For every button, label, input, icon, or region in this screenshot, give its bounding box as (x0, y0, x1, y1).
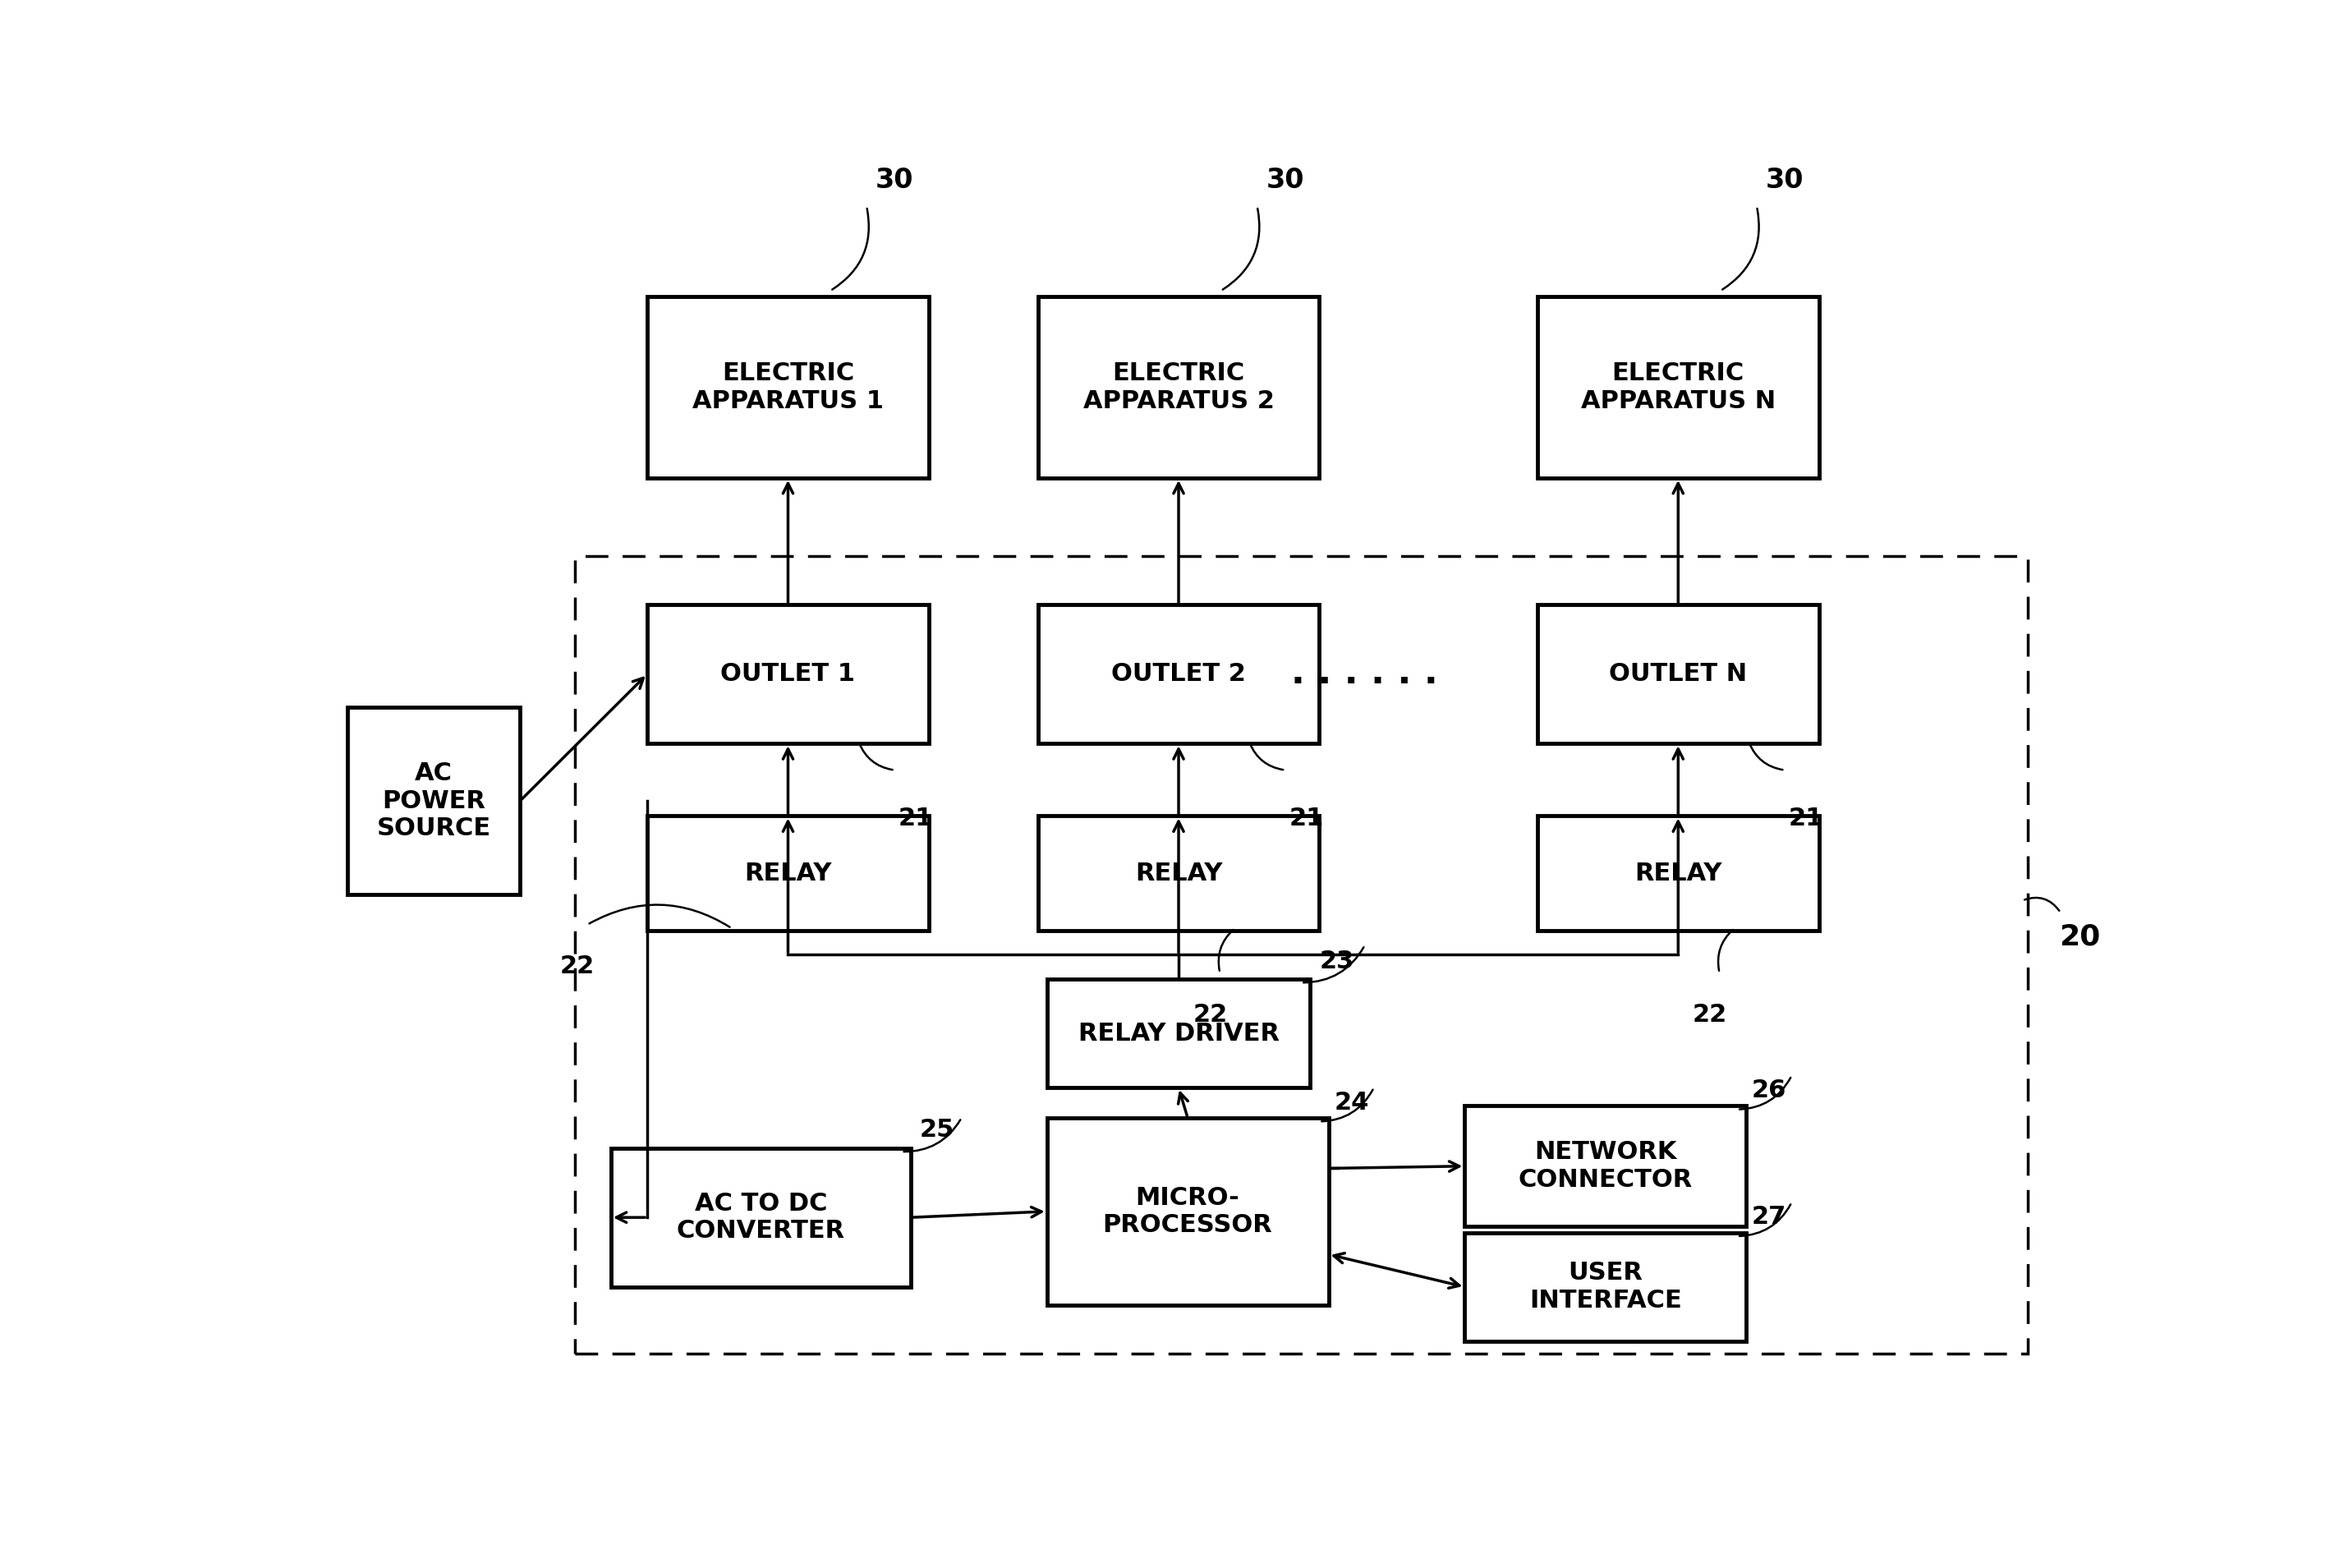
Text: OUTLET N: OUTLET N (1608, 662, 1746, 687)
Text: OUTLET 1: OUTLET 1 (720, 662, 856, 687)
FancyBboxPatch shape (1038, 815, 1320, 931)
FancyBboxPatch shape (1048, 1118, 1329, 1305)
Text: 22: 22 (560, 955, 595, 978)
Text: ELECTRIC
APPARATUS 1: ELECTRIC APPARATUS 1 (691, 362, 884, 412)
FancyBboxPatch shape (1538, 605, 1819, 743)
Text: 21: 21 (898, 806, 933, 829)
Text: ELECTRIC
APPARATUS 2: ELECTRIC APPARATUS 2 (1083, 362, 1275, 412)
Text: AC TO DC
CONVERTER: AC TO DC CONVERTER (677, 1192, 844, 1243)
FancyBboxPatch shape (647, 296, 928, 478)
Text: RELAY DRIVER: RELAY DRIVER (1078, 1021, 1280, 1046)
Text: NETWORK
CONNECTOR: NETWORK CONNECTOR (1519, 1140, 1692, 1192)
Text: OUTLET 2: OUTLET 2 (1111, 662, 1247, 687)
Text: 21: 21 (1289, 806, 1324, 829)
Text: 22: 22 (1193, 1004, 1228, 1027)
FancyBboxPatch shape (647, 815, 928, 931)
FancyBboxPatch shape (347, 707, 520, 894)
Text: 25: 25 (919, 1118, 954, 1142)
FancyBboxPatch shape (1465, 1105, 1746, 1226)
Text: RELAY: RELAY (745, 861, 832, 886)
Text: MICRO-
PROCESSOR: MICRO- PROCESSOR (1102, 1185, 1273, 1237)
FancyBboxPatch shape (1048, 978, 1310, 1088)
FancyBboxPatch shape (1038, 605, 1320, 743)
Text: 23: 23 (1320, 949, 1355, 972)
Text: 30: 30 (1266, 168, 1303, 194)
Text: 20: 20 (2058, 922, 2100, 950)
Text: 24: 24 (1334, 1090, 1369, 1115)
FancyBboxPatch shape (1038, 296, 1320, 478)
Text: 26: 26 (1751, 1079, 1786, 1102)
FancyBboxPatch shape (1538, 296, 1819, 478)
Text: USER
INTERFACE: USER INTERFACE (1528, 1261, 1681, 1312)
FancyBboxPatch shape (1465, 1232, 1746, 1341)
Text: 27: 27 (1751, 1206, 1786, 1229)
Text: 21: 21 (1788, 806, 1824, 829)
Text: RELAY: RELAY (1134, 861, 1221, 886)
FancyBboxPatch shape (1538, 815, 1819, 931)
Text: ELECTRIC
APPARATUS N: ELECTRIC APPARATUS N (1580, 362, 1774, 412)
Text: RELAY: RELAY (1634, 861, 1723, 886)
FancyBboxPatch shape (612, 1148, 909, 1287)
Text: . . . . . .: . . . . . . (1292, 655, 1439, 691)
Text: 22: 22 (1692, 1004, 1728, 1027)
FancyBboxPatch shape (647, 605, 928, 743)
Text: AC
POWER
SOURCE: AC POWER SOURCE (377, 762, 490, 840)
Text: 30: 30 (1765, 168, 1805, 194)
Text: 30: 30 (877, 168, 914, 194)
